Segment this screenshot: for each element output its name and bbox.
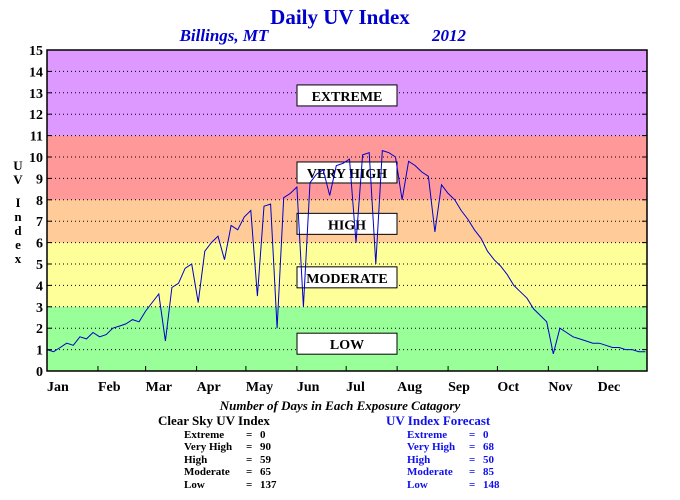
clear-sky-row: Very High = 90 — [184, 441, 271, 454]
clear-sky-row: High = 59 — [184, 453, 271, 466]
clear-sky-stats: Clear Sky UV Index Extreme = 0 Very High = 9… — [158, 413, 277, 491]
y-tick-label: 0 — [36, 365, 43, 380]
chart-subtitle-location: Billings, MT — [179, 26, 269, 45]
y-tick-label: 14 — [29, 65, 43, 80]
gridlines — [47, 70, 647, 351]
forecast-row: Very High = 68 — [407, 441, 494, 454]
y-axis-label-char: d — [14, 223, 22, 238]
clear-sky-row: Extreme = 0 — [184, 429, 266, 441]
x-tick-label: Aug — [397, 380, 422, 395]
y-tick-label: 5 — [36, 258, 43, 273]
forecast-row: Low = 148 — [407, 478, 500, 491]
band-label-box — [296, 84, 398, 107]
x-tick-label: Jun — [297, 380, 320, 395]
y-tick-label: 3 — [36, 301, 43, 316]
y-tick-label: 6 — [36, 237, 43, 252]
y-tick-label: 2 — [36, 322, 43, 337]
band-label: MODERATE — [306, 272, 387, 287]
x-tick-label: Feb — [98, 380, 121, 395]
x-tick-label: Jul — [346, 380, 365, 395]
x-tick-label: Mar — [146, 380, 172, 395]
x-tick-label: Oct — [497, 380, 519, 395]
x-tick-label: Apr — [197, 380, 221, 395]
plot-frame — [46, 49, 648, 372]
x-tick-label: May — [246, 380, 273, 395]
clear-sky-title: Clear Sky UV Index — [158, 413, 270, 428]
y-axis-label-char: e — [15, 237, 21, 252]
y-tick-label: 4 — [36, 279, 43, 294]
forecast-row: Extreme = 0 — [407, 429, 489, 441]
band-label: HIGH — [328, 218, 366, 233]
chart-subtitle-year: 2012 — [431, 26, 467, 45]
y-axis-label-char: x — [15, 251, 22, 266]
forecast-row: Moderate = 85 — [407, 466, 494, 479]
band-labels: LOW MODERATE HIGH VERY HIGH EXTREME — [296, 84, 398, 355]
y-tick-label: 13 — [29, 87, 43, 102]
x-tick-label: Dec — [598, 380, 621, 395]
clear-sky-row: Moderate = 65 — [184, 466, 271, 479]
uv-chart: Daily UV Index Billings, MT 2012 LOWMODE… — [13, 5, 648, 395]
y-tick-label: 9 — [36, 172, 43, 187]
y-tick-label: 12 — [29, 108, 43, 123]
band-label: LOW — [330, 338, 364, 353]
band-label-box — [296, 266, 398, 289]
x-tick-label: Jan — [47, 380, 69, 395]
y-tick-label: 15 — [29, 44, 43, 59]
x-tick-label: Sep — [448, 380, 470, 395]
uv-series-line — [46, 149, 646, 355]
stats-heading: Number of Days in Each Exposure Catagory — [219, 398, 461, 413]
forecast-stats: UV Index Forecast Extreme = 0 Very High = 68… — [386, 413, 500, 491]
series-layer — [46, 149, 646, 355]
y-tick-label: 7 — [36, 215, 43, 230]
forecast-title: UV Index Forecast — [386, 413, 491, 428]
forecast-row: High = 50 — [407, 453, 494, 466]
y-tick-label: 11 — [30, 130, 43, 145]
band-label-box — [296, 332, 398, 355]
band-label: VERY HIGH — [307, 167, 387, 182]
band-label-box — [296, 161, 398, 184]
band-label: EXTREME — [312, 90, 383, 105]
clear-sky-row: Low = 137 — [184, 478, 277, 491]
band-label-box — [296, 212, 398, 235]
chart-title: Daily UV Index — [270, 5, 410, 29]
y-axis-label-char: I — [15, 195, 20, 210]
y-axis-label-char: U — [13, 158, 23, 173]
y-tick-label: 8 — [36, 194, 43, 209]
y-tick-label: 10 — [29, 151, 43, 166]
y-axis-label-char: V — [13, 172, 23, 187]
x-tick-label: Nov — [548, 380, 572, 395]
y-tick-label: 1 — [36, 344, 43, 359]
y-axis-label-char: n — [14, 209, 22, 224]
